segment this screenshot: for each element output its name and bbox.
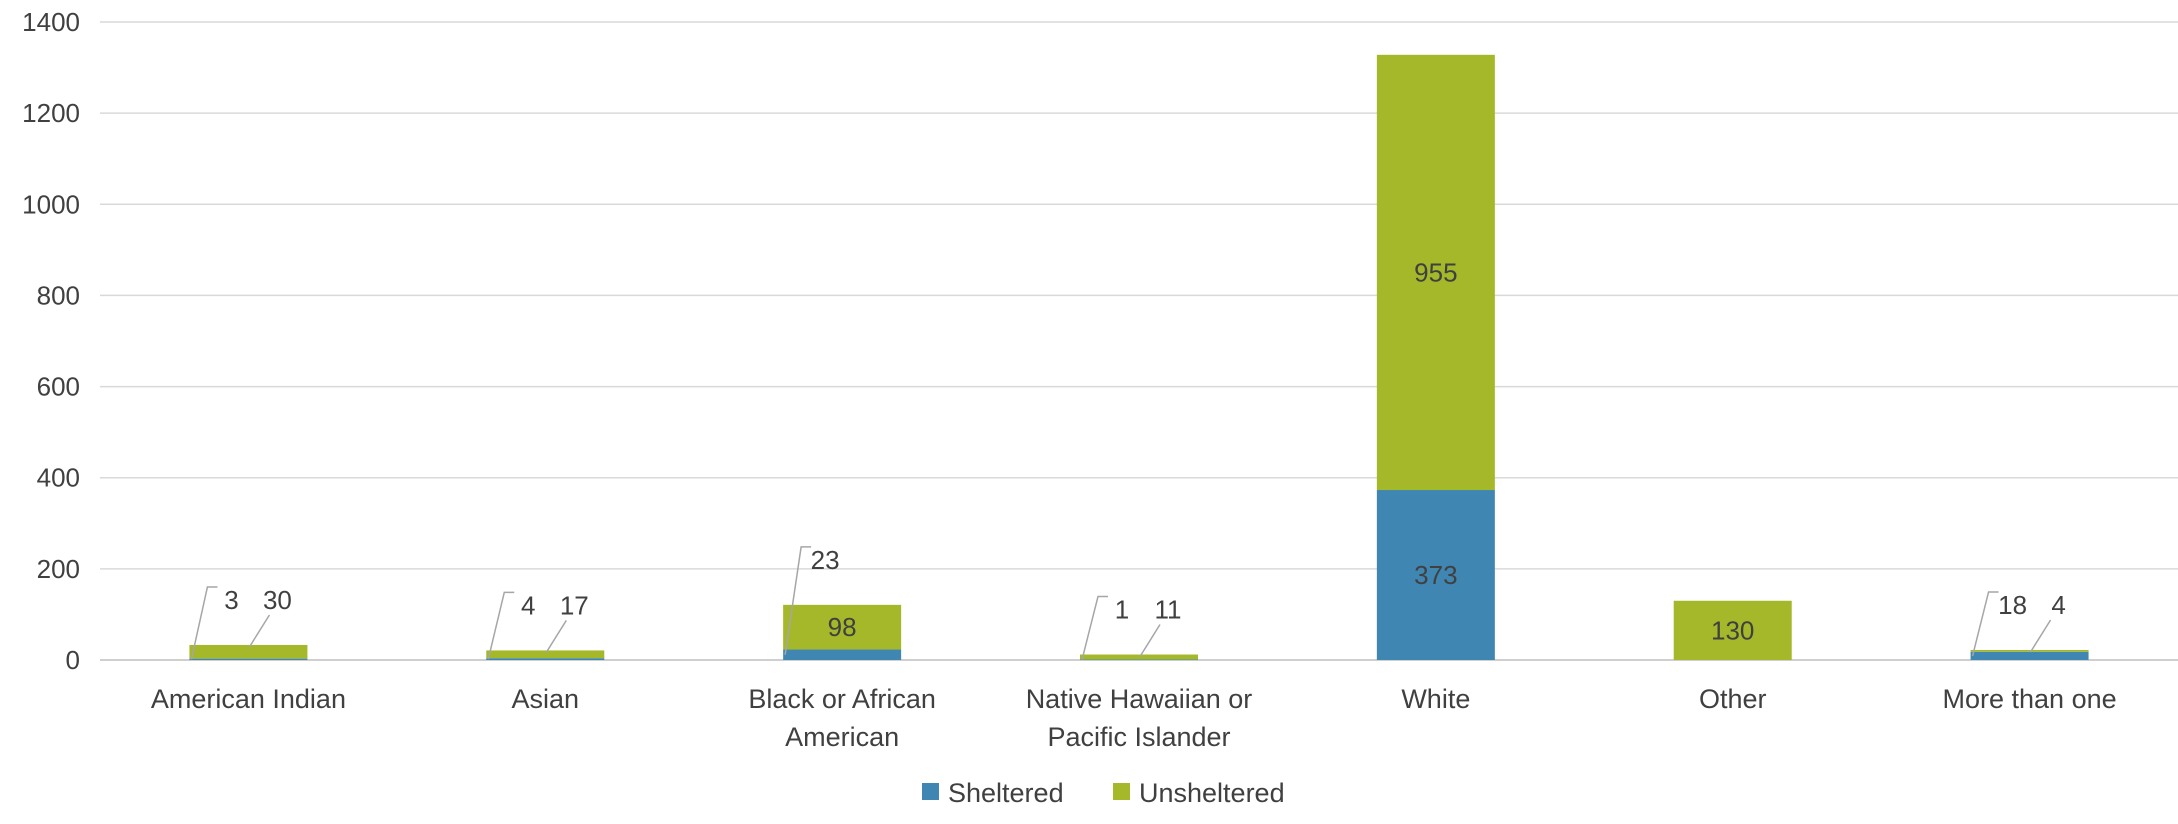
data-label-unsheltered: 11 xyxy=(1155,595,1182,625)
y-tick-label: 200 xyxy=(37,554,80,584)
y-tick-label: 1400 xyxy=(22,7,80,37)
y-tick-label: 0 xyxy=(66,645,80,675)
bar-unsheltered-4 xyxy=(1376,54,1495,491)
x-tick-label: American Indian xyxy=(151,684,346,714)
y-tick-label: 400 xyxy=(37,463,80,493)
y-tick-label: 1000 xyxy=(22,189,80,219)
bar-unsheltered-3 xyxy=(1080,654,1198,660)
y-axis-ticks: 0 200 400 600 800 1000 1200 1400 xyxy=(22,7,80,675)
legend-label-unsheltered: Unsheltered xyxy=(1139,778,1285,808)
leader-line xyxy=(1971,591,1999,657)
legend-swatch-unsheltered xyxy=(1113,783,1130,800)
x-tick-label: Asian xyxy=(512,684,580,714)
leader-line xyxy=(1081,595,1108,660)
bar-unsheltered-6 xyxy=(1970,649,2089,652)
y-tick-label: 1200 xyxy=(22,98,80,128)
bars xyxy=(189,54,2089,661)
data-label-unsheltered: 4 xyxy=(2051,590,2065,620)
legend-label-sheltered: Sheltered xyxy=(948,778,1064,808)
x-tick-label: Black or African American xyxy=(748,684,936,752)
data-label-sheltered: 18 xyxy=(1998,590,2027,620)
data-label-sheltered: 373 xyxy=(1414,560,1457,590)
data-label-unsheltered: 17 xyxy=(560,590,589,620)
data-label-sheltered: 3 xyxy=(224,585,238,615)
leader-lines xyxy=(190,546,2052,660)
data-label-unsheltered: 130 xyxy=(1711,615,1754,645)
data-label-sheltered: 4 xyxy=(521,590,535,620)
x-axis-ticks: American Indian Asian Black or African Amer… xyxy=(151,684,2117,752)
leader-line xyxy=(190,586,218,660)
x-tick-label: White xyxy=(1401,684,1470,714)
leader-line xyxy=(1139,624,1161,657)
x-tick-label: More than one xyxy=(1943,684,2117,714)
bar-unsheltered-0 xyxy=(189,644,308,659)
leader-line xyxy=(2029,619,2052,653)
x-tick-label: Other xyxy=(1699,684,1767,714)
bar-unsheltered-1 xyxy=(486,650,605,659)
bar-sheltered-6 xyxy=(1970,651,2089,660)
leader-line xyxy=(784,546,812,655)
legend: Sheltered Unsheltered xyxy=(922,778,1285,808)
bar-sheltered-4 xyxy=(1376,490,1495,660)
y-tick-label: 600 xyxy=(37,372,80,402)
leader-line xyxy=(248,614,271,648)
bar-sheltered-2 xyxy=(783,649,902,660)
leader-line xyxy=(545,620,567,653)
data-label-sheltered: 23 xyxy=(811,545,840,575)
legend-swatch-sheltered xyxy=(922,783,939,800)
data-label-unsheltered: 30 xyxy=(263,585,292,615)
data-label-sheltered: 1 xyxy=(1115,595,1129,625)
data-label-unsheltered: 955 xyxy=(1414,257,1457,287)
x-tick-label: Native Hawaiian or Pacific Islander xyxy=(1026,684,1253,752)
leader-line xyxy=(487,591,515,660)
bar-unsheltered-5 xyxy=(1673,600,1792,660)
data-label-unsheltered: 98 xyxy=(828,612,857,642)
bar-sheltered-1 xyxy=(486,658,605,660)
gridlines xyxy=(100,21,2178,661)
y-tick-label: 800 xyxy=(37,280,80,310)
bar-sheltered-0 xyxy=(189,658,308,660)
bar-sheltered-3 xyxy=(1080,659,1198,661)
bar-unsheltered-2 xyxy=(783,604,902,650)
